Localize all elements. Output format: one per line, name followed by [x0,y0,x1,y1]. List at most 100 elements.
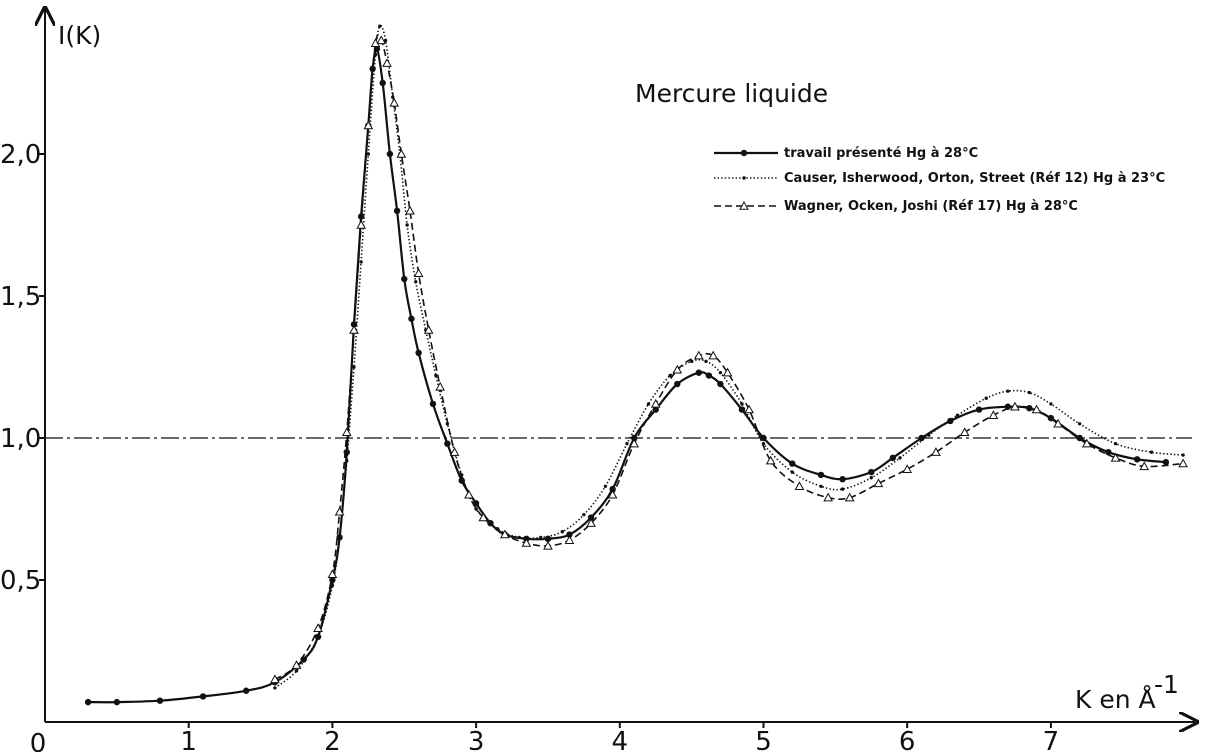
series-1-point [839,475,846,483]
x-tick-label: 3 [468,727,485,752]
series-3-point [396,148,407,158]
series-3-point [449,447,460,456]
series-3 [270,34,1188,684]
series-1-point [889,454,897,462]
series-2-line [274,24,1184,689]
series-1-point [947,417,954,425]
x-ticks: 1 2 3 4 5 6 7 [180,722,1059,752]
series-3-point [1139,461,1150,471]
series-1-point [113,698,121,706]
series-1-point [329,576,336,584]
series-1-point [817,471,825,479]
series-3-point [794,481,805,490]
y-ticks: 0,5 1,0 1,5 2,0 [0,140,45,596]
series-1-point [652,406,659,413]
series-2-point [718,370,723,375]
series-1-point [386,150,394,158]
series-2-point [539,535,543,540]
series-2-point [1077,422,1082,426]
legend-marker [742,176,746,180]
series-1-point [393,207,401,214]
series-3-point [1110,452,1121,462]
chart-title: Mercure liquide [635,79,828,108]
series-2-point [740,402,744,406]
series-2-point [898,456,902,460]
series-2-point [1149,450,1154,454]
series-1-point [738,406,746,413]
series-1-point [1105,449,1112,456]
series-2-point [1027,390,1032,395]
legend-label: travail présenté Hg à 28°C [784,146,978,161]
y-tick-label: 1,5 [0,282,41,312]
legend-label: Causer, Isherwood, Orton, Street (Réf 12… [784,171,1165,186]
x-tick-label: 2 [324,727,341,752]
series-3-point [873,478,884,488]
legend: travail présenté Hg à 28°C Causer, Isherw… [714,146,1165,214]
series-3-point [405,205,415,215]
series-1-point [84,698,92,706]
series-2-point [373,52,378,57]
series-3-point [363,120,374,130]
series-2-point [345,459,349,463]
series-2-point [1113,441,1118,446]
series-3-point [1178,458,1188,468]
series-1-point [401,275,408,283]
series-2-point [955,413,960,417]
series-3-point [586,518,596,527]
series-2-point [434,373,438,378]
legend-marker [739,200,749,210]
series-3-point [629,438,640,448]
series-1-point [789,460,796,467]
series-2-point [330,583,335,588]
series-3-point [543,540,553,550]
series-1-line [88,47,1166,704]
series-1 [84,45,1170,706]
legend-marker [740,149,748,157]
series-3-point [959,427,970,437]
x-tick-label: 5 [755,727,772,752]
series-3-line [274,34,1184,681]
series-3-point [607,489,618,499]
series-1-point [868,468,875,476]
series-3-point [435,381,446,391]
series-2-point [1181,453,1185,457]
series-2-point [378,24,382,28]
series-3-point [334,506,345,516]
series-1-point [705,372,713,379]
series-3-point [521,538,532,547]
series-2-point [819,484,823,488]
series-1-point [415,349,422,356]
series-1-point [918,434,925,442]
series-2-point [603,484,608,488]
series-2-point [517,535,521,540]
series-2-point [337,535,342,540]
series-2-point [414,280,418,284]
series-3-point [722,367,733,377]
series-2-point [625,441,629,446]
series-3-point [693,350,704,360]
x-axis-label: K en Å [1075,685,1156,714]
series-3-point [389,97,400,107]
series-3-point [765,455,776,465]
series-1-point [760,434,767,442]
series-2-point [273,686,277,690]
series-2-point [704,359,708,364]
series-2-point [840,487,845,491]
series-2-point [790,470,794,474]
series-3-point [464,489,474,499]
series-1-point [544,535,552,543]
series-2-point [668,373,672,378]
series-3-point [1010,401,1020,411]
series-2-point [869,476,873,480]
series-3-point [327,569,338,579]
series-3-point [1081,438,1092,448]
series-1-point [379,79,386,87]
series-3-point [902,464,913,473]
series-2-point [1049,402,1053,406]
series-3-point [823,492,834,502]
legend-label: Wagner, Ocken, Joshi (Réf 17) Hg à 28°C [784,199,1078,214]
series-1-point [429,400,437,408]
series-2-point [582,512,586,517]
y-axis-label: I(K) [58,21,101,50]
x-axis-label-exponent: -1 [1154,670,1179,699]
